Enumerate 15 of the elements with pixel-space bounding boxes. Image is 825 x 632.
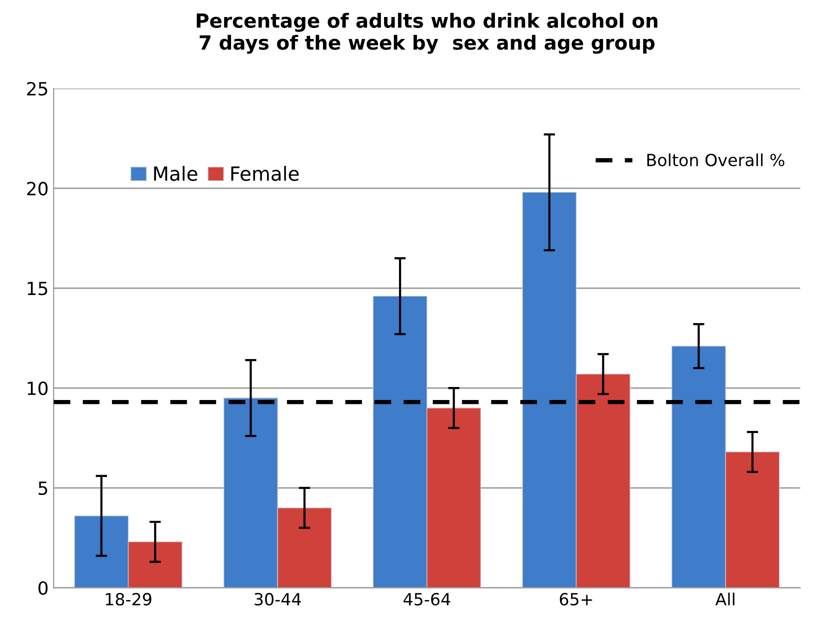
chart-title: Percentage of adults who drink alcohol on 7 days of the week by sex and age group xyxy=(196,12,658,54)
y-tick-label: 20 xyxy=(27,182,48,196)
y-tick-label: 15 xyxy=(28,282,48,296)
y-tick-label: 25 xyxy=(27,82,48,96)
legend-label: Bolton Overall % xyxy=(647,153,784,166)
x-tick-label: 18-29 xyxy=(106,592,152,606)
legend-label: Male xyxy=(154,166,198,181)
x-tick-label: 65+ xyxy=(560,592,592,606)
x-tick-label: 30-44 xyxy=(254,592,301,606)
x-tick-label: All xyxy=(715,592,734,606)
y-tick-label: 10 xyxy=(28,382,48,396)
y-tick-label: 5 xyxy=(38,482,48,496)
y-tick-label: 0 xyxy=(38,581,48,595)
legend-label: Female xyxy=(231,166,299,181)
x-tick-label: 45-64 xyxy=(404,592,450,606)
